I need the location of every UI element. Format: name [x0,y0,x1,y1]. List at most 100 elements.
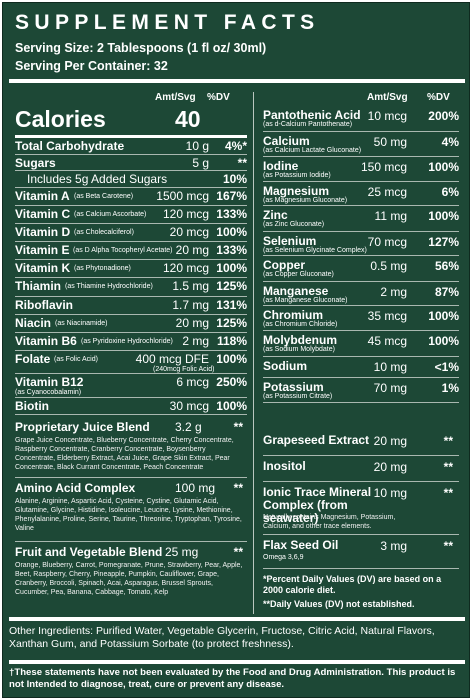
nutrient-source: (as D Alpha Tocopheryl Acetate) [73,247,173,254]
mineral-amount: 10 mcg [367,109,407,123]
nutrient-amount: 30 mcg [169,399,209,413]
nutrient-dv: 100% [216,261,247,275]
nutrient-source: (as Beta Carotene) [74,193,134,200]
dv-header: %DV [207,92,230,103]
blend-amount: 100 mg [175,481,216,495]
extract-row: Flax Seed Oil 3 mg ** Omega 3,6,9 [263,534,459,569]
mineral-name: Sodium [263,359,307,373]
mineral-row: Selenium (as Selenium Glycinate Complex) 7… [263,231,459,256]
extract-name: Flax Seed Oil [263,538,339,552]
mineral-dv: 200% [428,109,459,123]
nutrient-row: Niacin (as Niacinamide) 20 mg 125% [15,315,247,333]
mineral-amount: 2 mg [380,285,407,299]
nutrient-amount: 20 mg [175,243,209,257]
serving-size: Serving Size: 2 Tablespoons (1 fl oz/ 30… [15,41,267,55]
nutrient-name: Vitamin B12 [15,375,84,389]
nutrient-name: Riboflavin [15,298,74,312]
dv-footnote: *Percent Daily Values (DV) are based on … [263,574,442,595]
nutrient-source: (as Calcium Ascorbate) [74,211,147,218]
nutrient-name: Thiamin [15,279,62,293]
dv-not-established-note: **Daily Values (DV) not established. [263,599,415,609]
nutrient-row: Thiamin (as Thiamine Hydrochloride) 1.5 mg… [15,278,247,297]
nutrient-amount: 6 mcg [176,375,209,389]
nutrient-row: Vitamin E (as D Alpha Tocopheryl Acetate)… [15,242,247,260]
mineral-dv: <1% [434,360,459,374]
mineral-row: Molybdenum (as Sodium Molybdate) 45 mcg 100… [263,330,459,357]
nutrient-amount: 2 mg [182,334,209,348]
right-dv-header: %DV [427,92,450,103]
nutrient-amount: 400 mcg DFE [135,352,209,366]
top-divider [9,79,465,83]
nutrient-dv: 100% [216,225,247,239]
blend-name: Proprietary Juice Blend [15,420,150,434]
extract-row: Ionic Trace Mineral Complex (from seawat… [263,481,459,535]
mineral-row: Calcium (as Calcium Lactate Gluconate) 50 … [263,131,459,157]
nutrient-dv: 118% [216,334,247,348]
nutrient-dv: 250% [216,375,247,389]
nutrient-source: (as Folic Acid) [54,356,98,363]
extract-dv: ** [443,486,453,500]
mineral-amount: 150 mcg [360,160,407,174]
right-column: Amt/Svg %DV Pantothenic Acid (as d-Calciu… [263,92,459,612]
nutrient-row: Vitamin C (as Calcium Ascorbate) 120 mcg 13… [15,206,247,224]
mineral-amount: 11 mg [374,209,407,223]
mineral-amount: 35 mcg [367,309,407,323]
right-amount-header: Amt/Svg [367,92,408,103]
mineral-dv: 127% [428,235,459,249]
mineral-row: Magnesium (as Magnesium Gluconate) 25 mcg 6… [263,181,459,206]
nutrient-source: (as Pyridoxine Hydrochloride) [81,338,173,345]
nutrient-source: (as Phytonadione) [74,265,131,272]
mineral-row: Pantothenic Acid (as d-Calcium Pantothena… [263,105,459,132]
mineral-dv: 1% [441,381,459,395]
mineral-row: Zinc (as Zinc Gluconate) 11 mg 100% [263,205,459,232]
mineral-dv: 100% [428,160,459,174]
mineral-row: Sodium 10 mg <1% [263,356,459,378]
extract-row: Inositol 20 mg ** [263,455,459,482]
nutrient-amount: 20 mg [175,316,209,330]
nutrient-dv: 133% [216,207,247,221]
mineral-name: Zinc [263,208,288,222]
extract-subtext: Omega 3,6,9 [263,554,304,561]
nutrient-subtext: (as Cyanocobalamin) [15,389,82,396]
nutrient-dv: 125% [216,316,247,330]
nutrient-dv: ** [237,156,247,170]
nutrient-name: Vitamin E [15,243,70,257]
nutrient-name: Biotin [15,399,49,413]
nutrient-dv: 131% [216,298,247,312]
nutrient-dv: 4%* [224,139,247,153]
nutrient-subtext: (240mcg Folic Acid) [153,366,215,373]
nutrient-amount: 20 mcg [169,225,209,239]
mineral-row: Chromium (as Chromium Chloride) 35 mcg 100% [263,305,459,331]
extract-amount: 20 mg [373,460,407,474]
amount-header: Amt/Svg [155,92,196,103]
blend-dv: ** [233,420,243,434]
nutrient-source: (as Niacinamide) [55,320,108,327]
blend-name: Amino Acid Complex [15,481,136,495]
nutrient-name: Sugars [15,156,56,170]
blend-amount: 25 mg [165,545,199,559]
mineral-row: Manganese (as Manganese Gluconate) 2 mg 87% [263,281,459,306]
mineral-source: (as Selenium Glycinate Complex) [263,247,367,254]
nutrient-amount: 1.7 mg [172,298,209,312]
mineral-source: (as Copper Gluconate) [263,271,334,278]
nutrient-dv: 100% [216,399,247,413]
nutrient-row: Includes 5g Added Sugars 10% [15,171,247,188]
nutrient-dv: 125% [216,279,247,293]
mineral-source: (as Potassium Citrate) [263,393,333,400]
panel-title: SUPPLEMENT FACTS [15,11,320,34]
mineral-name: Copper [263,258,305,272]
mineral-name: Potassium [263,380,324,394]
mineral-dv: 56% [434,259,459,273]
nutrient-amount: 10 g [185,139,209,153]
nutrient-row: Vitamin K (as Phytonadione) 120 mcg 100% [15,260,247,278]
nutrient-row: Riboflavin 1.7 mg 131% [15,297,247,315]
nutrient-source: (as Cholecalciferol) [74,229,134,236]
mineral-amount: 45 mcg [367,334,407,348]
nutrient-name: Vitamin K [15,261,71,275]
extract-name: Inositol [263,459,306,473]
fda-disclaimer: †These statements have not been evaluate… [9,667,456,690]
nutrient-row: Vitamin D (as Cholecalciferol) 20 mcg 100% [15,224,247,242]
mineral-amount: 25 mcg [367,185,407,199]
nutrient-dv: 167% [216,189,247,203]
